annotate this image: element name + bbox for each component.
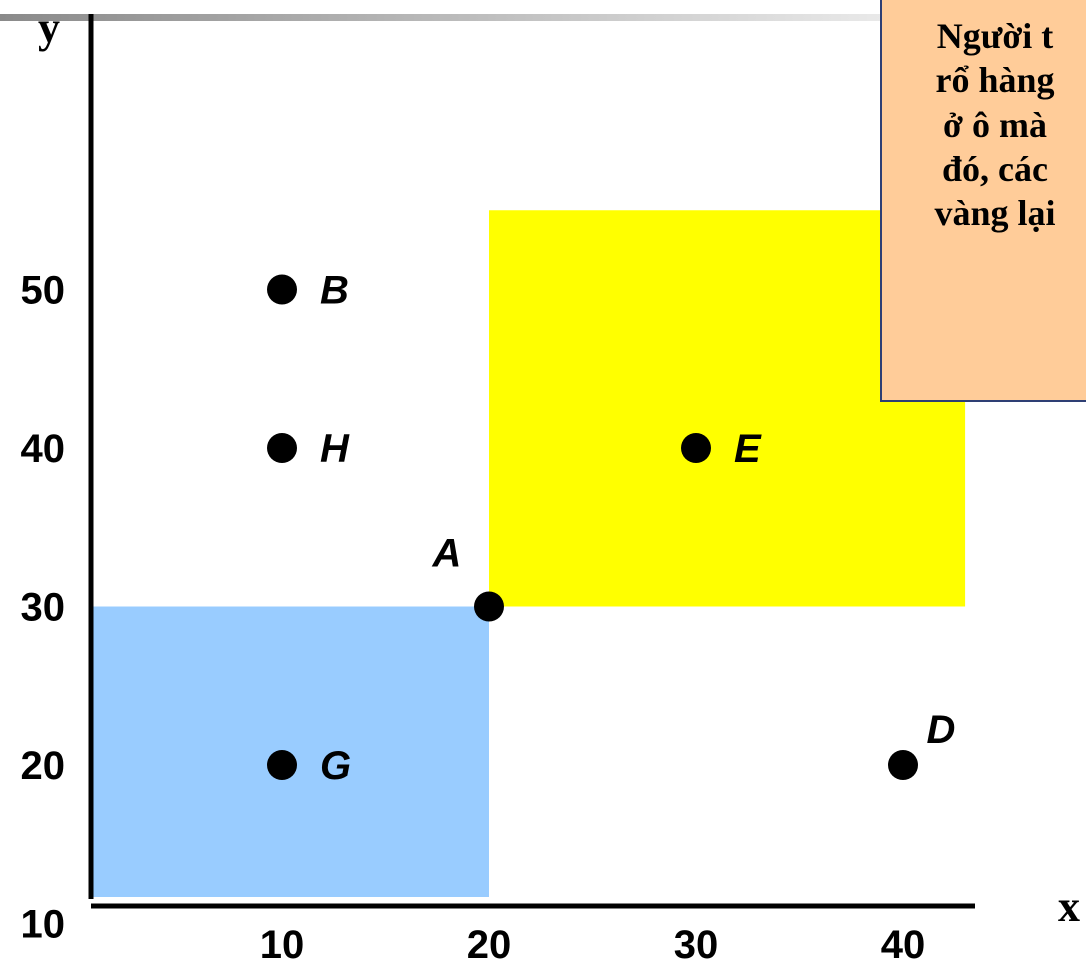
callout-line: vàng lại — [934, 193, 1056, 234]
x-tick-label: 20 — [467, 923, 512, 959]
point-label-g: G — [320, 744, 351, 788]
point-label-h: H — [320, 427, 350, 471]
x-axis-label: x — [1058, 882, 1080, 931]
callout-line: Người t — [936, 16, 1054, 56]
y-tick-label: 30 — [21, 586, 66, 630]
point-g — [267, 750, 297, 780]
y-axis-label: y — [38, 3, 60, 52]
callout-line: đó, các — [942, 148, 1048, 189]
point-label-d: D — [927, 708, 956, 752]
y-tick-label: 20 — [21, 744, 66, 788]
point-label-e: E — [734, 427, 762, 471]
y-tick-label: 50 — [21, 269, 66, 313]
point-label-a: A — [432, 532, 462, 576]
point-b — [267, 274, 297, 305]
callout-box: Người t rổ hàng ở ô mà đó, các vàng lại — [880, 0, 1086, 402]
x-tick-label: 10 — [260, 923, 305, 959]
callout-line: ở ô mà — [943, 104, 1047, 145]
x-tick-label: 30 — [674, 923, 719, 959]
top-decorative-bar — [0, 14, 1086, 21]
region-less-preferred — [93, 606, 489, 897]
y-tick-label: 40 — [21, 427, 66, 471]
x-tick-label: 40 — [881, 923, 926, 959]
point-h — [267, 433, 297, 463]
point-d — [888, 750, 918, 780]
y-tick-label: 10 — [21, 903, 66, 947]
point-label-b: B — [320, 269, 349, 313]
callout-line: rổ hàng — [935, 60, 1055, 101]
point-e — [681, 433, 711, 463]
point-a — [474, 591, 504, 622]
